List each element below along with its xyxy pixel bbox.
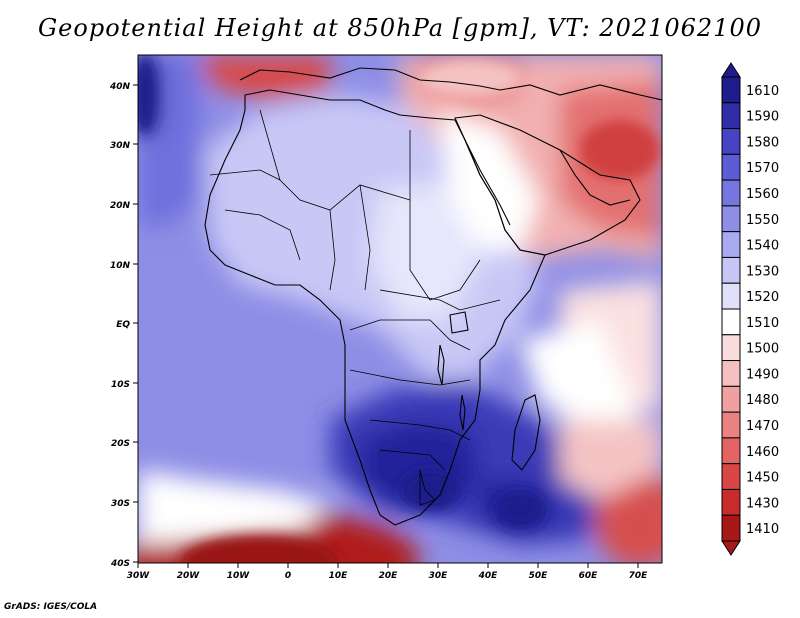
lon-tick-20e: 20E xyxy=(379,571,399,581)
gulf-coastline xyxy=(559,149,631,206)
country-borders xyxy=(209,109,501,506)
colorbar-cell xyxy=(721,437,741,465)
colorbar-label: 1540 xyxy=(746,239,779,254)
colorbar-cell xyxy=(721,411,741,439)
colorbar-label: 1530 xyxy=(746,264,779,279)
colorbar-cell xyxy=(721,179,741,207)
colorbar-cell xyxy=(721,76,741,104)
map-frame xyxy=(137,54,663,564)
lon-tick-20w: 20W xyxy=(177,571,201,581)
grads-credit: GrADS: IGES/COLA xyxy=(4,602,98,612)
colorbar-cell xyxy=(721,282,741,310)
colorbar-label: 1570 xyxy=(746,161,779,176)
colorbar-label: 1430 xyxy=(746,496,779,511)
lon-tick-10w: 10W xyxy=(227,571,251,581)
lon-tick-50e: 50E xyxy=(529,571,549,581)
colorbar-cell xyxy=(721,102,741,130)
height-field xyxy=(138,55,662,563)
lat-tick-eq: EQ xyxy=(116,320,130,330)
colorbar-label: 1500 xyxy=(746,342,779,357)
colorbar-cell xyxy=(721,128,741,155)
colorbar-cell xyxy=(721,334,741,362)
colorbar-cell xyxy=(721,463,741,490)
lat-tick-10n: 10N xyxy=(110,261,131,271)
colorbar-label: 1480 xyxy=(746,393,779,408)
colorbar-label: 1460 xyxy=(746,445,779,460)
colorbar-cell xyxy=(721,153,741,181)
colorbar-label: 1550 xyxy=(746,213,779,228)
lat-tick-40s: 40S xyxy=(110,559,130,569)
colorbar-cell xyxy=(721,360,741,387)
madagascar-coastline xyxy=(511,394,541,471)
europe-coastline xyxy=(239,67,662,101)
map-title: Geopotential Height at 850hPa [gpm], VT:… xyxy=(38,14,762,42)
arabia-coastline xyxy=(454,114,641,256)
lon-tick-60e: 60E xyxy=(579,571,599,581)
lon-tick-70e: 70E xyxy=(629,571,649,581)
lat-ticks: 40N 30N 20N 10N EQ 10S 20S 30S 40S xyxy=(109,82,138,569)
colorbar-label: 1580 xyxy=(746,135,779,150)
lake-victoria xyxy=(449,311,469,334)
colorbar-cell xyxy=(721,231,741,258)
lat-tick-20n: 20N xyxy=(110,201,131,211)
africa-coastline xyxy=(204,89,546,526)
colorbar-cell xyxy=(721,385,741,413)
colorbar-label: 1520 xyxy=(746,290,779,305)
colorbar-label: 1610 xyxy=(746,84,779,99)
colorbar-label: 1590 xyxy=(746,110,779,125)
colorbar-cell xyxy=(721,514,741,542)
colorbar-bottom-arrow xyxy=(721,540,741,556)
colorbar-cell xyxy=(721,205,741,233)
colorbar-label: 1560 xyxy=(746,187,779,202)
colorbar-top-arrow xyxy=(721,62,741,78)
colorbar-cell xyxy=(721,256,741,284)
colorbar-label: 1410 xyxy=(746,522,779,537)
lat-tick-40n: 40N xyxy=(109,82,131,92)
lat-tick-30s: 30S xyxy=(111,499,130,509)
lat-tick-10s: 10S xyxy=(111,380,130,390)
colorbar-cell xyxy=(721,308,741,336)
colorbar-label: 1470 xyxy=(746,419,779,434)
colorbar-label: 1510 xyxy=(746,316,779,331)
lat-tick-30n: 30N xyxy=(110,141,131,151)
colorbar: 1610 1590 1580 1570 1560 1550 1540 1530 1520 1510… xyxy=(721,62,779,556)
colorbar-cell xyxy=(721,488,741,516)
coastlines xyxy=(204,67,662,526)
lon-tick-10e: 10E xyxy=(329,571,349,581)
red-sea-coastline xyxy=(464,139,511,226)
lon-tick-30e: 30E xyxy=(429,571,449,581)
lon-tick-40e: 40E xyxy=(478,571,499,581)
lon-tick-0: 0 xyxy=(285,571,291,581)
colorbar-label: 1490 xyxy=(746,367,779,382)
lake-malawi xyxy=(459,394,466,431)
lon-tick-30w: 30W xyxy=(127,571,151,581)
colorbar-label: 1450 xyxy=(746,471,779,486)
lon-ticks: 30W 20W 10W 0 10E 20E 30E 40E 50E 60E 70… xyxy=(127,563,648,581)
lat-tick-20s: 20S xyxy=(111,439,130,449)
